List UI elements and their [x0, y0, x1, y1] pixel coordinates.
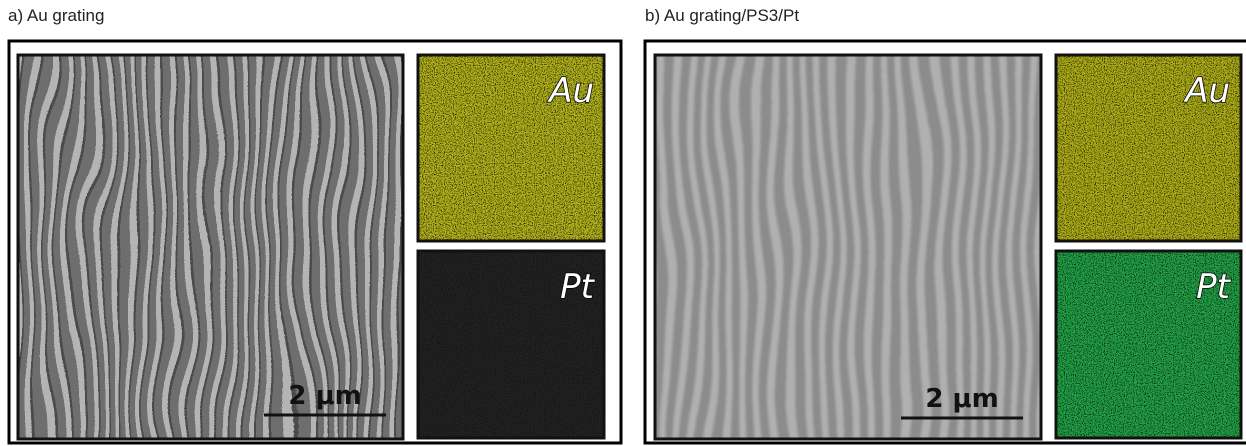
scale-bar-label: 2 μm: [925, 384, 998, 414]
map-label: Au: [547, 71, 594, 111]
sem-image: [0, 30, 430, 446]
map-label: Pt: [1196, 267, 1232, 307]
scale-bar-label: 2 μm: [288, 381, 361, 411]
map-label: Au: [1183, 71, 1230, 111]
panel-title: a) Au grating: [8, 6, 104, 25]
panel-title: b) Au grating/PS3/Pt: [645, 6, 799, 25]
figure: a) Au grating 2 μm Au Pt b) Au grating/P…: [0, 0, 1246, 446]
sem-image: [635, 30, 1065, 446]
map-label: Pt: [560, 267, 596, 307]
